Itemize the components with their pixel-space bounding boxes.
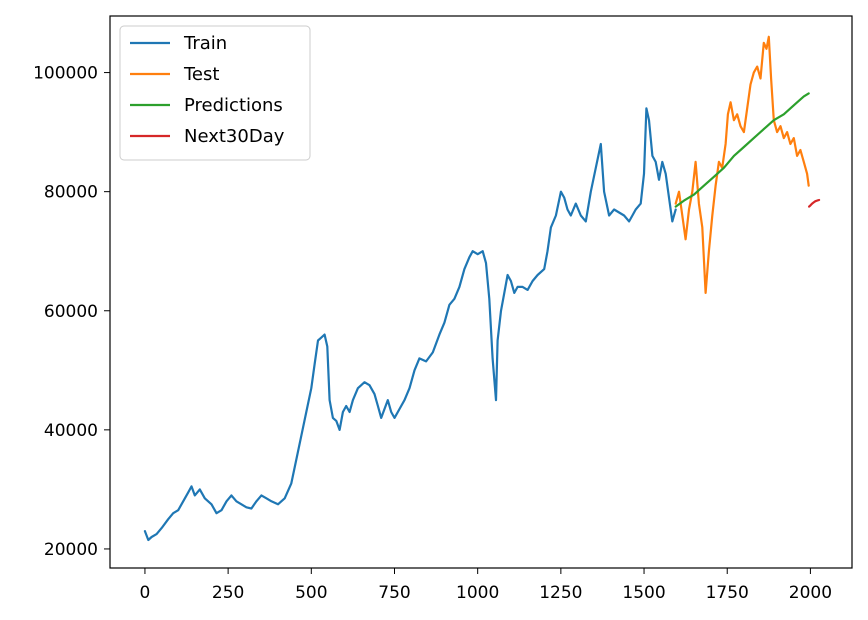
y-axis: 20000 40000 60000 80000 100000 — [33, 64, 110, 560]
series-line-predictions — [674, 92, 810, 208]
x-tick-label: 1750 — [706, 583, 749, 603]
series-line-test — [674, 35, 810, 294]
x-tick-label: 1000 — [456, 583, 499, 603]
legend-box — [119, 25, 311, 161]
x-tick-label: 1500 — [622, 583, 665, 603]
series-line-train — [143, 107, 677, 542]
x-tick-label: 2000 — [789, 583, 832, 603]
y-tick-label: 20000 — [44, 540, 98, 560]
y-tick-label: 100000 — [33, 64, 98, 84]
legend-label: Test — [183, 64, 219, 85]
legend-label: Predictions — [184, 95, 283, 116]
legend: Train Test Predictions Next30Day — [119, 25, 311, 161]
x-tick-label: 250 — [212, 583, 244, 603]
y-tick-label: 60000 — [44, 302, 98, 322]
series-line-next30day — [807, 198, 821, 208]
x-tick-label: 0 — [140, 583, 151, 603]
x-tick-label: 500 — [295, 583, 327, 603]
plot-frame — [109, 15, 853, 569]
x-tick-label: 1250 — [539, 583, 582, 603]
x-axis: 0 250 500 750 1000 1250 1500 1750 2000 — [140, 568, 832, 603]
series-layer — [143, 35, 821, 542]
y-tick-label: 40000 — [44, 421, 98, 441]
x-tick-label: 750 — [378, 583, 410, 603]
y-tick-label: 80000 — [44, 183, 98, 203]
legend-label: Train — [183, 33, 227, 54]
legend-label: Next30Day — [184, 126, 285, 147]
